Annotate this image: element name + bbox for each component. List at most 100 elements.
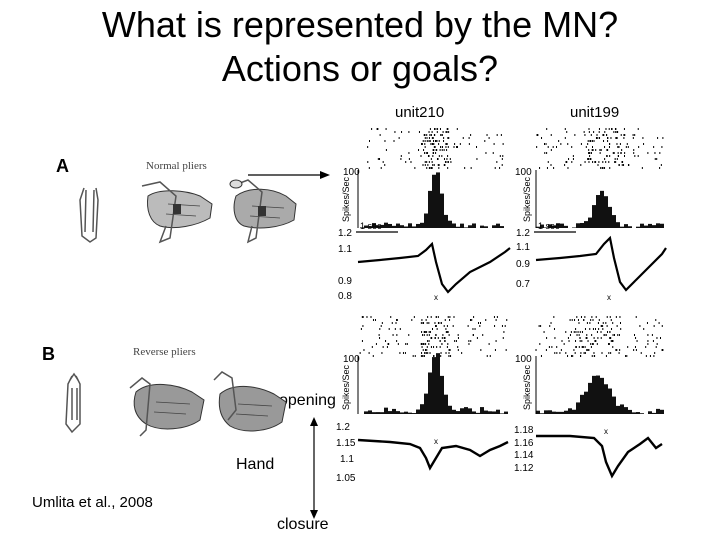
histogram-bar [372, 412, 376, 414]
panel-b-letter: B [42, 344, 55, 364]
histogram-bar [460, 408, 464, 414]
slide-title-line-1: What is represented by the MN? [101, 4, 619, 45]
pos-tick-right-bottom-2: 1.14 [514, 450, 534, 461]
histogram-bar [448, 405, 452, 414]
histogram-bar [460, 223, 464, 228]
histogram-bar [560, 223, 564, 228]
histogram-bar [564, 225, 568, 228]
histogram-bar [436, 353, 440, 414]
panel-a-letter: A [56, 156, 69, 176]
histogram-bar [608, 206, 612, 228]
pos-tick-right-top-2: 0.9 [516, 259, 530, 270]
histogram-bar [400, 225, 404, 228]
histogram-bar [464, 407, 468, 414]
position-trace-left-bottom [357, 438, 509, 471]
pos-tick-left-top-1: 1.1 [338, 244, 352, 255]
ylabel-right-top: Spikes/Sec [522, 176, 532, 222]
histogram-bar [648, 411, 652, 414]
histogram-bar [372, 223, 376, 228]
histogram-bar [364, 225, 368, 228]
histogram-bar [652, 225, 656, 228]
histogram-bar [628, 226, 632, 228]
histogram-bar [408, 412, 412, 414]
panel-a-caption: Normal pliers [146, 160, 207, 172]
histogram-bar [640, 223, 644, 228]
histogram-bar [484, 410, 488, 414]
histogram-bar [596, 375, 600, 414]
pos-tick-left-bottom-2: 1.1 [340, 454, 354, 465]
pos-tick-right-top-0: 1.2 [516, 228, 530, 239]
histogram-left-top [360, 172, 504, 228]
histogram-bar [656, 408, 660, 414]
event-marker-left-bottom: x [434, 437, 438, 446]
histogram-bar [576, 223, 580, 228]
histogram-bar [392, 408, 396, 414]
rate-max-right-bottom: 100 [515, 354, 532, 365]
rate-max-right-top: 100 [515, 167, 532, 178]
histogram-bar [404, 411, 408, 414]
histogram-bar [596, 195, 600, 228]
histogram-bar [620, 226, 624, 228]
rate-max-left-bottom: 100 [343, 354, 360, 365]
raster-right-bottom [535, 316, 664, 357]
histogram-bar [476, 412, 480, 414]
histogram-bar [484, 226, 488, 228]
opening-closure-arrow [310, 417, 318, 519]
histogram-bar [660, 223, 664, 228]
histogram-bar [652, 412, 656, 414]
histogram-bar [580, 394, 584, 414]
histogram-bar [468, 225, 472, 228]
histogram-bar [360, 227, 364, 228]
pos-tick-left-top-2: 0.9 [338, 276, 352, 287]
histogram-bar [500, 413, 504, 414]
histogram-bar [612, 396, 616, 414]
rate-max-left-top: 100 [343, 167, 360, 178]
histogram-left-bottom [364, 353, 508, 414]
panel-b-caption: Reverse pliers [133, 346, 196, 358]
histogram-bar [544, 227, 548, 228]
histogram-bar [472, 223, 476, 228]
histogram-bar [640, 413, 644, 414]
unit-label-right: unit199 [570, 104, 620, 121]
histogram-bar [628, 409, 632, 414]
scale-left-top: 1 sec [360, 221, 382, 231]
histogram-bar [384, 222, 388, 228]
histogram-bar [392, 225, 396, 228]
histogram-bar [644, 225, 648, 228]
histogram-bar [388, 223, 392, 228]
histogram-bar [504, 411, 508, 414]
histogram-bar [588, 382, 592, 414]
histogram-bar [540, 413, 544, 414]
histogram-bar [444, 214, 448, 228]
histogram-bar [468, 408, 472, 414]
event-marker-right-top: x [607, 293, 611, 302]
histogram-bar [572, 409, 576, 414]
histogram-bar [584, 221, 588, 228]
pos-tick-left-bottom-0: 1.2 [336, 422, 350, 433]
histogram-bar [564, 410, 568, 414]
histogram-bar [364, 411, 368, 414]
histogram-bar [492, 225, 496, 228]
histogram-bar [368, 410, 372, 414]
ylabel-left-top: Spikes/Sec [341, 176, 351, 222]
arrow-to-plots [248, 171, 330, 179]
scale-right-top: 1 sec [538, 221, 560, 231]
histogram-bar [576, 402, 580, 414]
event-marker-right-bottom: x [604, 427, 608, 436]
histogram-bar [448, 220, 452, 228]
histogram-bar [408, 223, 412, 228]
histogram-bar [656, 223, 660, 228]
histogram-bar [396, 223, 400, 228]
histogram-bar [436, 172, 440, 228]
histogram-bar [604, 384, 608, 414]
histogram-bar [444, 394, 448, 414]
hand-grasp-normal-pliers-2 [229, 179, 297, 244]
histogram-bar [424, 213, 428, 228]
histogram-bar [624, 407, 628, 414]
histogram-bar [616, 222, 620, 228]
pos-tick-right-bottom-1: 1.16 [514, 438, 534, 449]
histogram-bar [376, 412, 380, 414]
raster-left-bottom [359, 316, 508, 357]
histogram-bar [548, 410, 552, 414]
